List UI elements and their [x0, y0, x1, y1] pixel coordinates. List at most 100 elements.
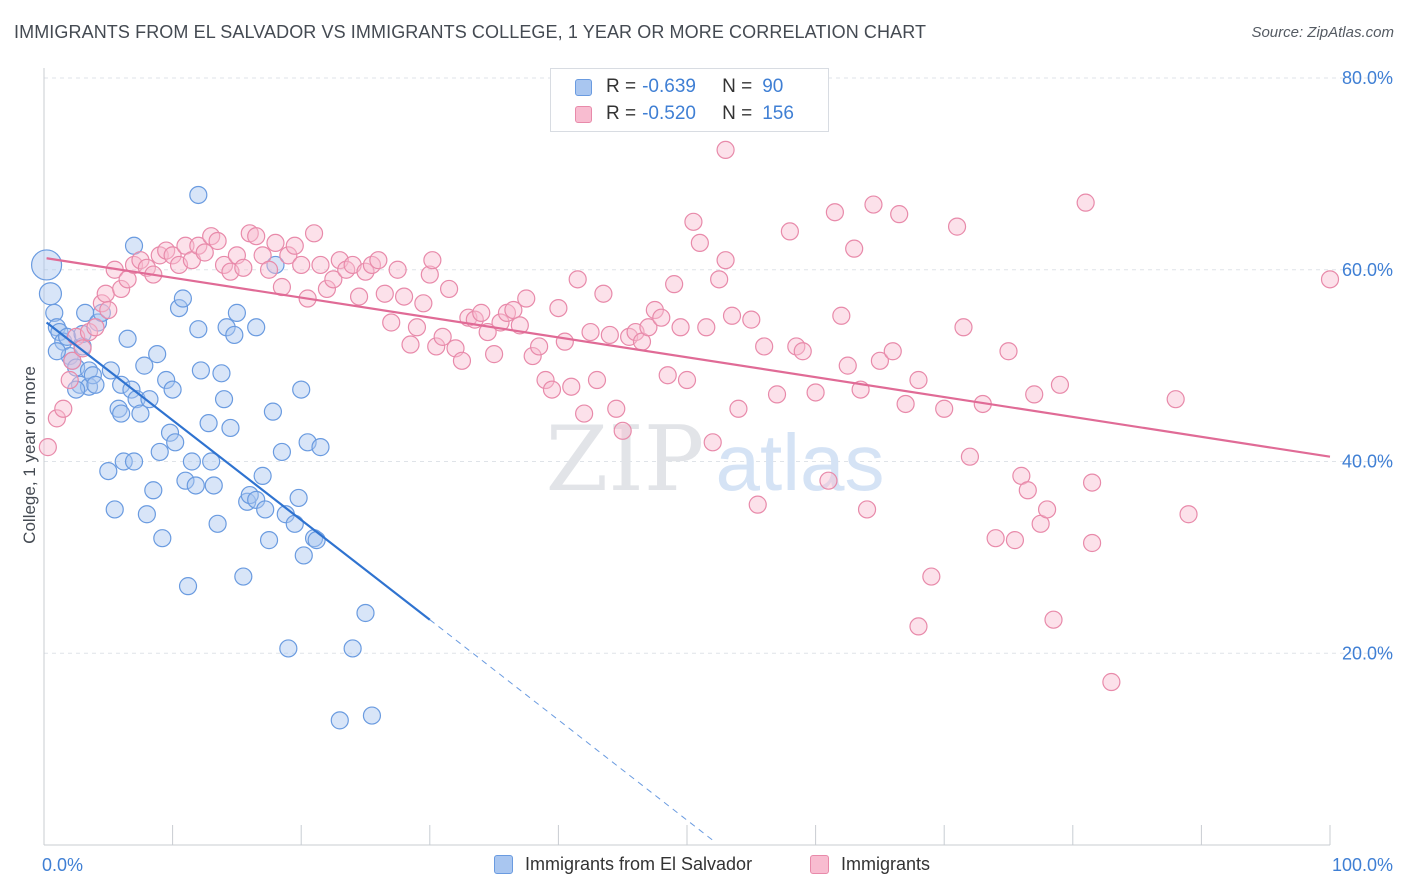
- data-point: [163, 380, 182, 399]
- data-point: [504, 300, 523, 320]
- data-point: [1044, 610, 1063, 629]
- data-point: [148, 345, 167, 364]
- data-point: [909, 617, 928, 636]
- data-point: [742, 310, 761, 329]
- data-point: [186, 476, 205, 495]
- data-point: [684, 212, 703, 231]
- data-point: [639, 318, 658, 337]
- data-point: [189, 320, 208, 339]
- data-point: [423, 251, 442, 270]
- data-point: [256, 500, 275, 519]
- y-tick-label: 60.0%: [1342, 260, 1393, 280]
- data-point: [960, 447, 980, 466]
- data-point: [214, 255, 234, 275]
- watermark-atlas: atlas: [716, 418, 885, 507]
- data-point: [883, 342, 902, 361]
- watermark-zip: ZIP: [546, 407, 705, 512]
- data-point: [144, 481, 163, 500]
- data-point: [1166, 390, 1185, 409]
- data-point: [935, 399, 954, 418]
- bottom-legend-immigrants: Immigrants: [810, 852, 930, 876]
- data-point: [420, 265, 439, 284]
- data-point: [182, 452, 201, 471]
- data-point: [60, 370, 79, 390]
- data-point: [153, 529, 172, 548]
- data-point: [176, 471, 195, 490]
- data-point: [555, 332, 574, 351]
- data-point: [433, 327, 452, 346]
- data-point: [382, 313, 401, 332]
- data-point: [825, 203, 844, 222]
- data-point: [150, 442, 169, 462]
- data-point: [212, 364, 231, 383]
- data-point: [189, 236, 208, 255]
- data-point: [845, 239, 864, 258]
- data-point: [356, 603, 375, 623]
- data-point: [86, 375, 105, 394]
- legend-r-label: R =: [606, 76, 637, 97]
- data-point: [1005, 531, 1025, 550]
- data-point: [30, 249, 63, 281]
- data-point: [542, 380, 562, 399]
- legend-n-label: N =: [722, 103, 753, 124]
- legend-row-el-salvador: R = -0.639 N = 90: [575, 76, 783, 98]
- data-point: [99, 461, 118, 481]
- data-point: [343, 639, 362, 658]
- data-point: [124, 452, 144, 471]
- data-point: [217, 318, 236, 337]
- data-point: [600, 325, 619, 345]
- data-point: [45, 303, 64, 322]
- data-point: [169, 299, 189, 318]
- data-point: [38, 282, 63, 306]
- data-point: [748, 495, 767, 514]
- y-axis-label: College, 1 year or more: [20, 366, 39, 544]
- data-point: [266, 233, 285, 253]
- data-point: [1018, 481, 1037, 500]
- data-point: [54, 399, 73, 418]
- data-point: [909, 370, 928, 390]
- data-point: [47, 409, 66, 428]
- data-point: [665, 275, 684, 294]
- data-point: [135, 356, 154, 375]
- data-point: [178, 577, 198, 596]
- data-point: [330, 711, 349, 730]
- data-point: [986, 529, 1005, 548]
- bottom-legend-el-salvador: Immigrants from El Salvador: [494, 852, 752, 876]
- trend-line: [45, 321, 431, 621]
- data-point: [234, 567, 253, 586]
- data-point: [523, 346, 542, 366]
- data-point: [285, 236, 304, 255]
- data-point: [452, 351, 472, 370]
- data-point: [47, 342, 66, 361]
- data-point: [259, 260, 279, 279]
- legend-r-value: -0.520: [642, 103, 696, 124]
- data-point: [401, 335, 420, 354]
- data-point: [292, 255, 311, 275]
- scatter-points: [30, 140, 1340, 730]
- data-point: [587, 370, 607, 390]
- data-point: [279, 639, 298, 658]
- bottom-legend-label: Immigrants from El Salvador: [525, 853, 753, 874]
- data-point: [204, 476, 223, 495]
- data-point: [294, 546, 313, 565]
- data-point: [594, 284, 613, 303]
- data-point: [485, 345, 504, 364]
- data-point: [63, 351, 82, 370]
- data-point: [703, 433, 722, 452]
- data-point: [819, 471, 838, 490]
- data-point: [214, 390, 234, 409]
- data-point: [394, 287, 414, 306]
- data-point: [202, 452, 221, 471]
- data-point: [575, 404, 594, 423]
- data-point: [324, 270, 343, 289]
- legend-n-value: 90: [762, 76, 784, 97]
- data-point: [1050, 375, 1070, 394]
- data-point: [716, 140, 735, 160]
- data-point: [362, 706, 382, 725]
- data-point: [199, 414, 218, 433]
- data-point: [285, 514, 304, 533]
- data-point: [157, 370, 176, 390]
- data-point: [189, 185, 208, 205]
- legend-r-value: -0.639: [642, 76, 696, 97]
- data-point: [838, 356, 857, 375]
